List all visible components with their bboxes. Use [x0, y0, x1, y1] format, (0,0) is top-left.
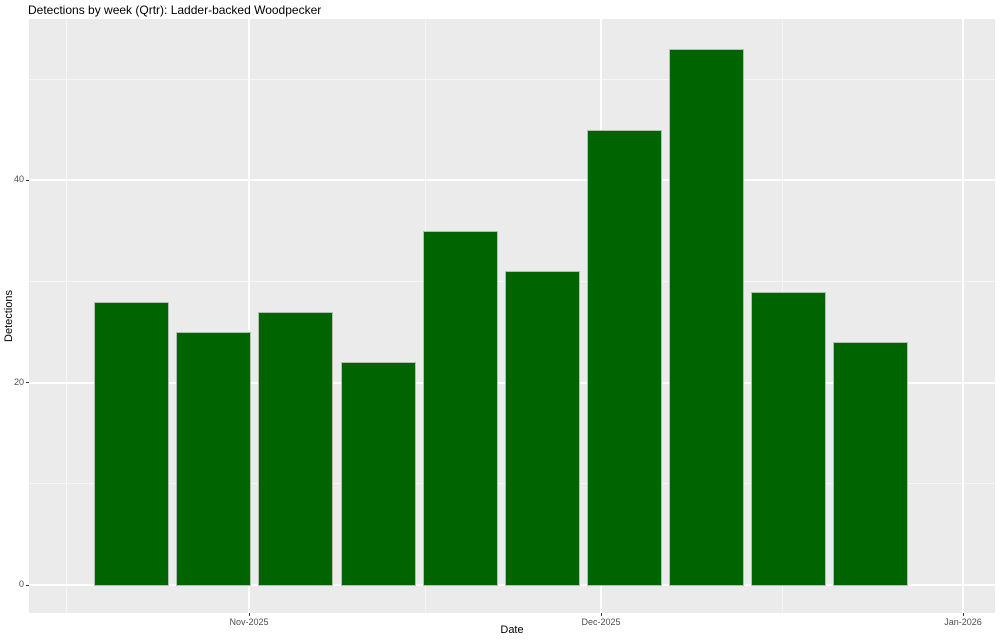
bar: [94, 301, 170, 586]
bar: [504, 271, 580, 586]
y-axis-tick: [26, 584, 29, 586]
bar: [587, 129, 663, 586]
x-tick-label: Nov-2025: [229, 617, 269, 627]
chart-title: Detections by week (Qrtr): Ladder-backed…: [28, 3, 322, 17]
y-axis-title: Detections: [3, 290, 15, 342]
minor-gridline-horizontal: [29, 78, 995, 80]
bar: [833, 342, 909, 586]
major-gridline-vertical: [248, 19, 250, 613]
x-tick-label: Dec-2025: [581, 617, 621, 627]
major-gridline-horizontal: [29, 179, 995, 182]
x-axis-tick: [248, 613, 250, 616]
y-tick-label: 0: [18, 579, 24, 589]
minor-gridline-vertical: [65, 19, 67, 613]
bar: [751, 291, 827, 586]
y-tick-label: 40: [13, 174, 24, 185]
y-tick-label: 20: [13, 376, 24, 387]
chart-panel: [29, 19, 995, 613]
bar: [422, 230, 498, 586]
x-axis-tick: [600, 613, 602, 616]
x-axis-title: Date: [500, 624, 524, 636]
bar: [669, 48, 745, 586]
bar: [176, 332, 252, 586]
major-gridline-vertical: [962, 19, 964, 613]
y-axis-tick: [26, 179, 29, 181]
bar: [340, 362, 416, 586]
x-tick-label: Jan-2026: [944, 617, 982, 627]
y-axis-tick: [26, 382, 29, 384]
x-axis-tick: [962, 613, 964, 616]
bar: [258, 311, 334, 586]
